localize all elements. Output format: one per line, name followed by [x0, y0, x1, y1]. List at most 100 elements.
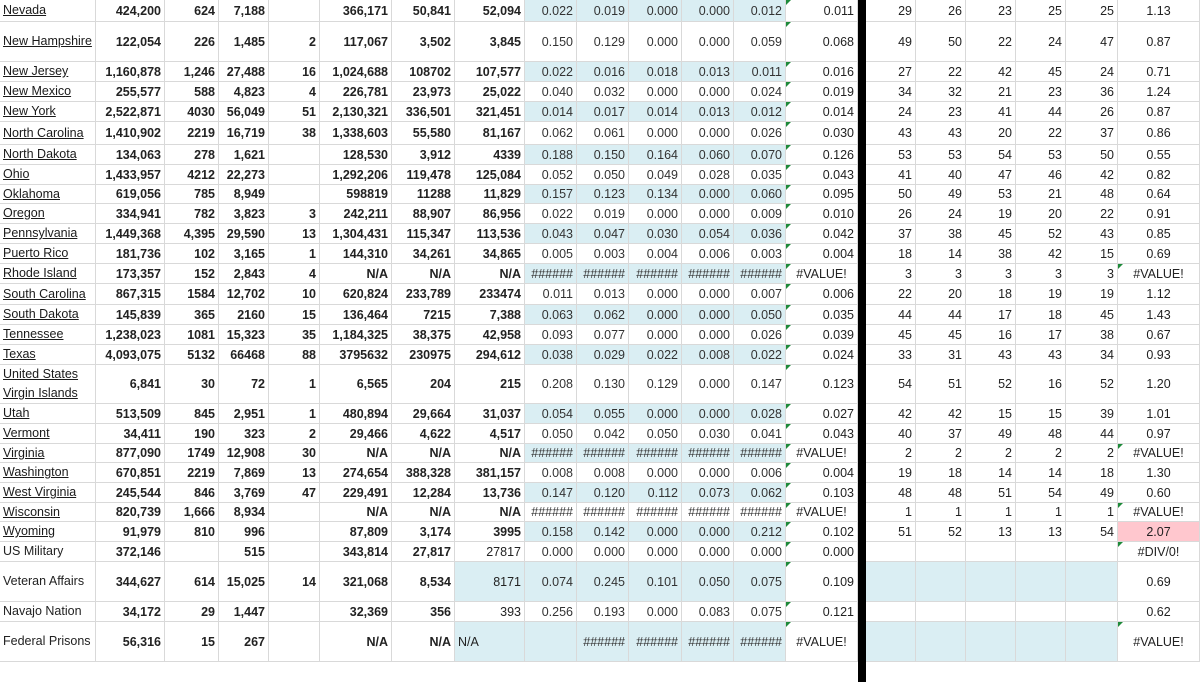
value-cell[interactable]: 29,466 [320, 424, 392, 444]
value-cell[interactable]: 2,951 [219, 404, 269, 424]
value-cell[interactable]: 27,488 [219, 62, 269, 82]
rate-cell[interactable]: 0.047 [577, 224, 629, 244]
value-cell[interactable]: 7,869 [219, 463, 269, 483]
rate-cell[interactable]: 0.006 [734, 463, 786, 483]
rank-cell[interactable]: 29 [866, 0, 916, 22]
rate-cell[interactable]: 0.050 [629, 424, 682, 444]
value-cell[interactable]: 3995 [455, 522, 525, 542]
value-cell[interactable]: 10 [269, 284, 320, 305]
rate-cell[interactable]: 0.188 [525, 145, 577, 165]
rate-cell[interactable]: 0.000 [577, 542, 629, 562]
value-cell[interactable]: 619,056 [96, 185, 165, 204]
rate-cell[interactable]: 0.008 [525, 463, 577, 483]
rate-cell[interactable]: 0.000 [682, 463, 734, 483]
value-cell[interactable]: 3,769 [219, 483, 269, 503]
rank-cell[interactable]: 15 [1016, 404, 1066, 424]
rank-cell[interactable]: 33 [866, 345, 916, 365]
value-cell[interactable]: 34,261 [392, 244, 455, 264]
rank-cell[interactable]: 26 [866, 204, 916, 224]
value-cell[interactable]: 42,958 [455, 325, 525, 345]
state-link[interactable]: Vermont [3, 426, 50, 440]
value-cell[interactable]: 230975 [392, 345, 455, 365]
rank-cell[interactable]: 37 [866, 224, 916, 244]
rate-cell[interactable]: 0.134 [629, 185, 682, 204]
rank-cell[interactable]: 3 [1066, 264, 1118, 284]
average-cell[interactable]: 0.016 [786, 62, 858, 82]
rate-cell[interactable]: 0.000 [629, 122, 682, 145]
rank-cell[interactable] [916, 542, 966, 562]
rank-cell[interactable]: 2 [966, 444, 1016, 463]
average-cell[interactable]: 0.019 [786, 82, 858, 102]
rank-cell[interactable]: 22 [1066, 204, 1118, 224]
value-cell[interactable]: 278 [165, 145, 219, 165]
value-cell[interactable]: 51 [269, 102, 320, 122]
value-cell[interactable]: N/A [455, 444, 525, 463]
value-cell[interactable] [269, 0, 320, 22]
average-cell[interactable]: 0.039 [786, 325, 858, 345]
rank-cell[interactable]: 14 [1016, 463, 1066, 483]
rank-cell[interactable]: 21 [966, 82, 1016, 102]
value-cell[interactable] [269, 522, 320, 542]
rank-cell[interactable]: 13 [966, 522, 1016, 542]
rate-cell[interactable]: 0.050 [682, 562, 734, 602]
ratio-cell[interactable]: #VALUE! [1118, 622, 1200, 662]
rate-cell[interactable]: ###### [577, 622, 629, 662]
rate-cell[interactable]: 0.062 [734, 483, 786, 503]
rate-cell[interactable]: 0.000 [629, 305, 682, 325]
row-label-cell[interactable]: Texas [0, 345, 96, 365]
rate-cell[interactable]: 0.050 [734, 305, 786, 325]
rank-cell[interactable]: 49 [866, 22, 916, 62]
rate-cell[interactable]: 0.208 [525, 365, 577, 404]
value-cell[interactable]: 2,522,871 [96, 102, 165, 122]
value-cell[interactable]: 66468 [219, 345, 269, 365]
rank-cell[interactable] [866, 542, 916, 562]
state-link[interactable]: New Hampshire [3, 34, 92, 48]
state-link[interactable]: Utah [3, 406, 30, 420]
rank-cell[interactable]: 18 [866, 244, 916, 264]
rank-cell[interactable]: 23 [1016, 82, 1066, 102]
rank-cell[interactable]: 31 [916, 345, 966, 365]
rank-cell[interactable] [866, 622, 916, 662]
rate-cell[interactable]: 0.000 [629, 463, 682, 483]
ratio-cell[interactable]: 0.87 [1118, 22, 1200, 62]
rate-cell[interactable]: 0.000 [629, 325, 682, 345]
row-label-cell[interactable]: Navajo Nation [0, 602, 96, 622]
rate-cell[interactable]: 0.028 [734, 404, 786, 424]
value-cell[interactable]: 12,702 [219, 284, 269, 305]
value-cell[interactable]: 34,172 [96, 602, 165, 622]
rank-cell[interactable]: 43 [916, 122, 966, 145]
rate-cell[interactable]: 0.013 [682, 102, 734, 122]
rank-cell[interactable]: 42 [866, 404, 916, 424]
value-cell[interactable]: 4212 [165, 165, 219, 185]
rank-cell[interactable]: 18 [916, 463, 966, 483]
state-link[interactable]: United States Virgin Islands [3, 367, 79, 400]
value-cell[interactable]: 190 [165, 424, 219, 444]
value-cell[interactable]: 1,410,902 [96, 122, 165, 145]
value-cell[interactable]: 47 [269, 483, 320, 503]
rate-cell[interactable]: 0.062 [577, 305, 629, 325]
row-label-cell[interactable]: Virginia [0, 444, 96, 463]
ratio-cell[interactable]: 1.01 [1118, 404, 1200, 424]
value-cell[interactable]: 34,411 [96, 424, 165, 444]
rank-cell[interactable]: 51 [916, 365, 966, 404]
state-link[interactable]: New Mexico [3, 84, 72, 98]
rate-cell[interactable]: 0.022 [734, 345, 786, 365]
value-cell[interactable]: 229,491 [320, 483, 392, 503]
rank-cell[interactable]: 53 [966, 185, 1016, 204]
value-cell[interactable]: 2,843 [219, 264, 269, 284]
value-cell[interactable]: N/A [392, 444, 455, 463]
rank-cell[interactable]: 16 [1016, 365, 1066, 404]
value-cell[interactable]: 624 [165, 0, 219, 22]
rank-cell[interactable]: 23 [966, 0, 1016, 22]
rank-cell[interactable]: 2 [866, 444, 916, 463]
rate-cell[interactable]: 0.019 [577, 0, 629, 22]
rank-cell[interactable]: 48 [1066, 185, 1118, 204]
rank-cell[interactable]: 22 [966, 22, 1016, 62]
rank-cell[interactable] [916, 602, 966, 622]
ratio-cell[interactable]: 0.69 [1118, 562, 1200, 602]
rank-cell[interactable]: 15 [966, 404, 1016, 424]
rate-cell[interactable]: 0.054 [525, 404, 577, 424]
value-cell[interactable]: N/A [392, 622, 455, 662]
value-cell[interactable]: 134,063 [96, 145, 165, 165]
row-label-cell[interactable]: Nevada [0, 0, 96, 22]
